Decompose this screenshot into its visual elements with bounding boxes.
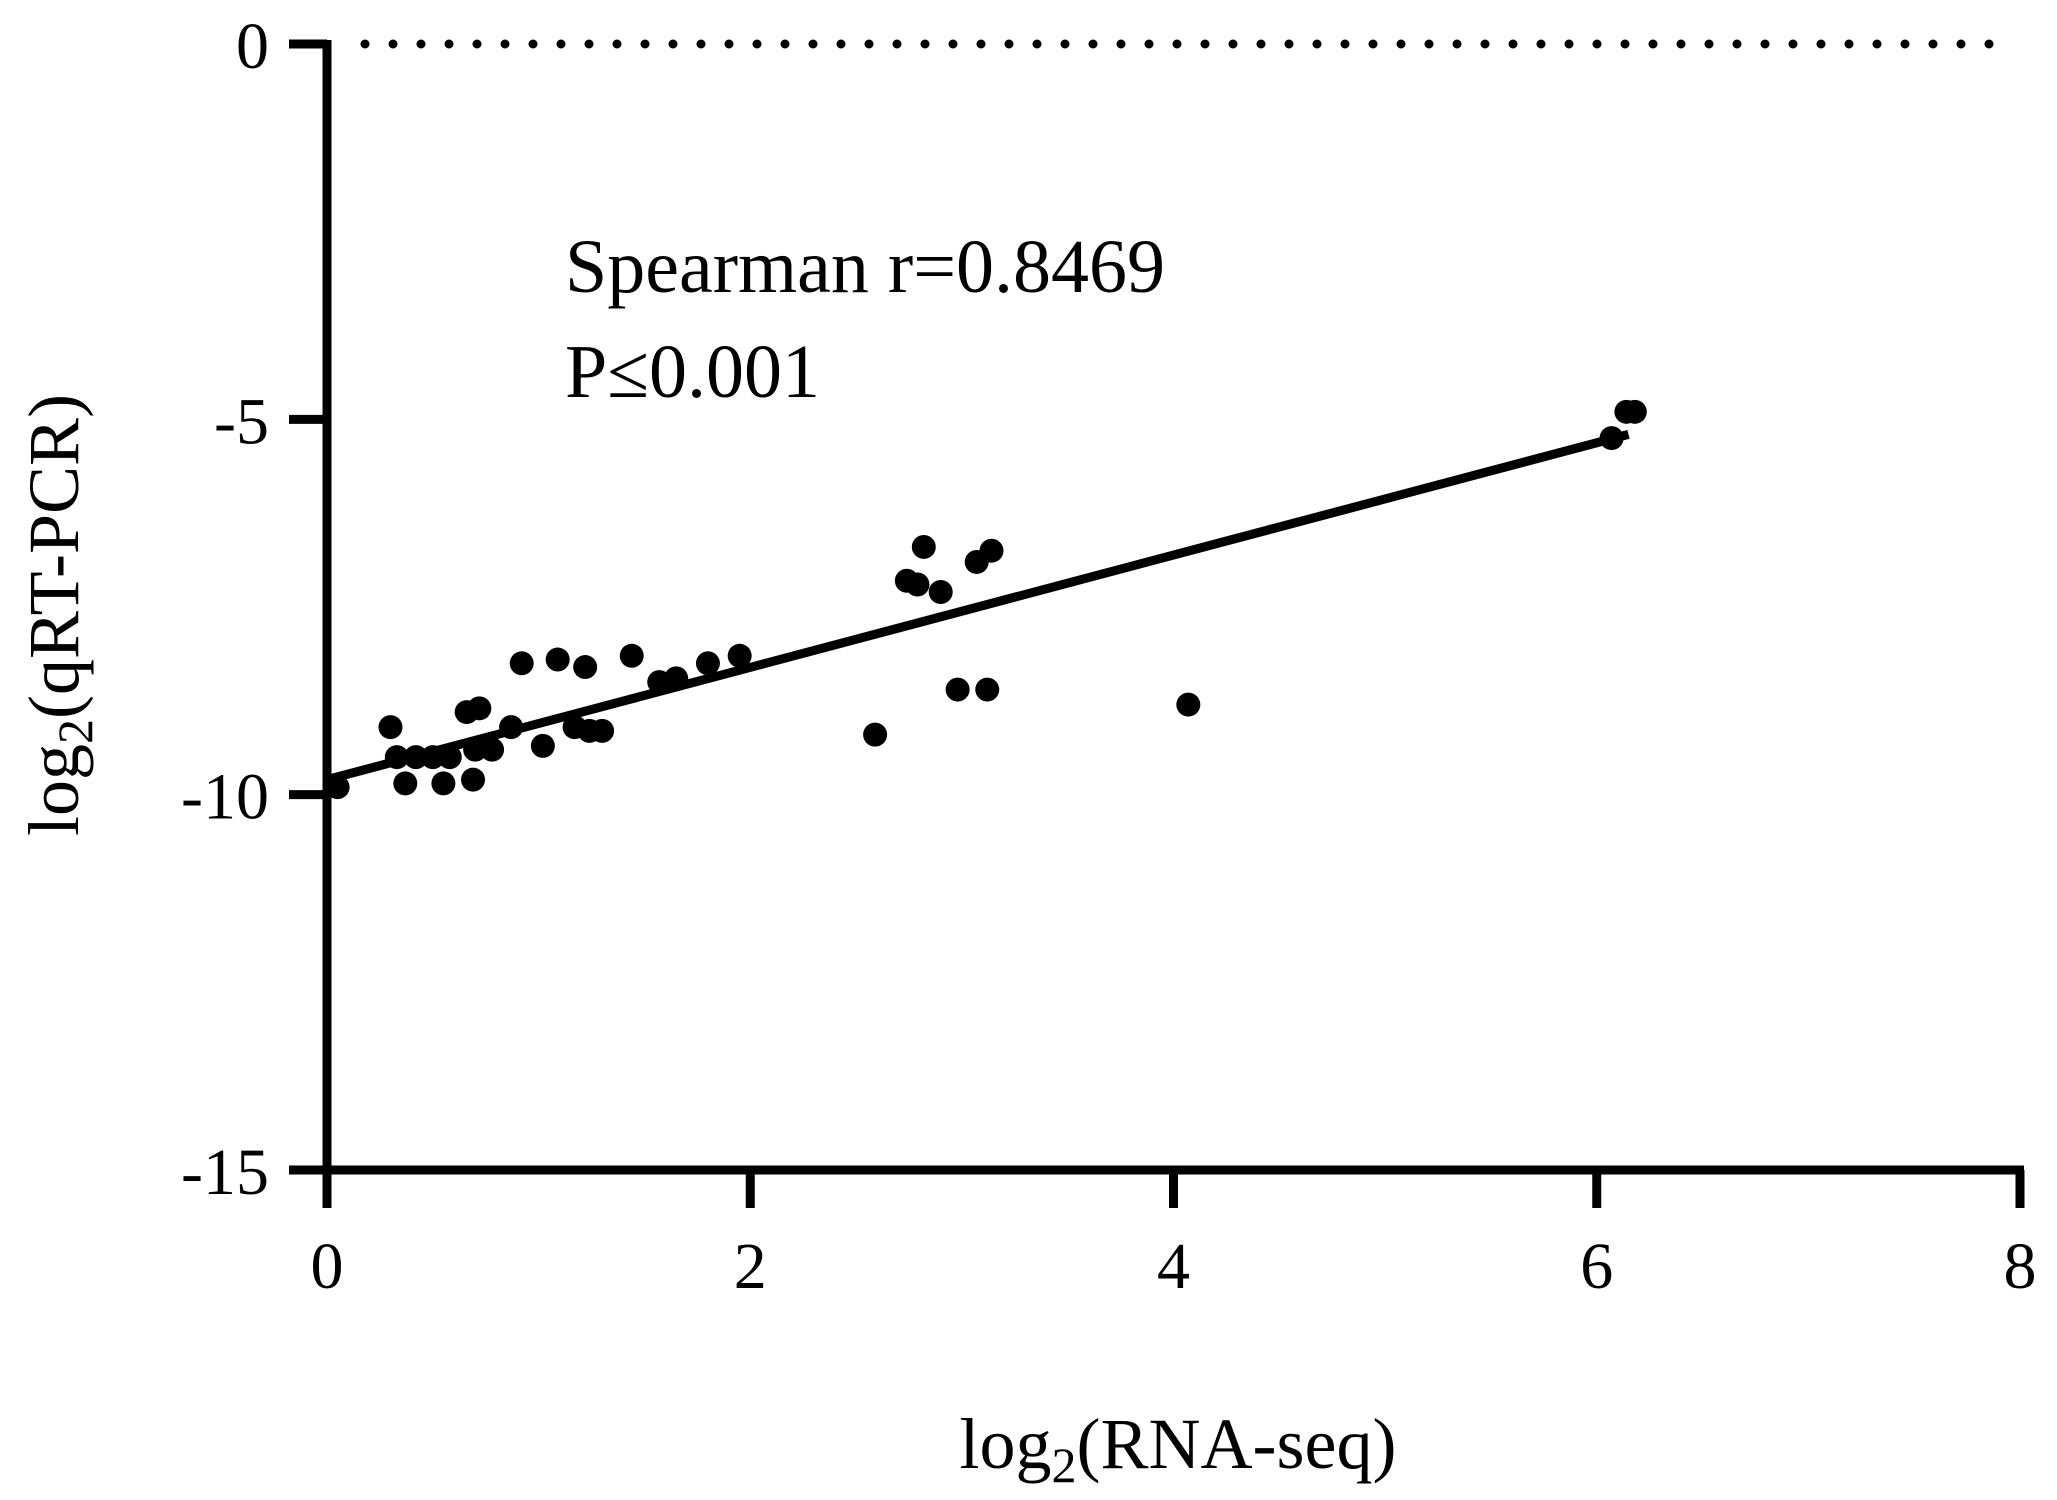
data-point	[590, 718, 615, 743]
x-tick-label: 6	[1580, 1230, 1613, 1303]
data-point	[1176, 692, 1201, 717]
data-point	[911, 534, 936, 559]
y-axis-title-subscript: 2	[47, 719, 103, 744]
y-axis-title-log: log	[14, 744, 94, 836]
x-axis-title-subscript: 2	[1052, 1437, 1077, 1493]
data-point	[461, 767, 486, 792]
data-point	[573, 655, 598, 680]
y-tick-label: -10	[181, 761, 269, 834]
y-axis-title-rest: (qRT-PCR)	[14, 394, 94, 719]
data-point	[727, 643, 752, 668]
x-axis-title-rest: (RNA-seq)	[1077, 1404, 1397, 1484]
data-point	[378, 715, 403, 740]
data-point	[431, 771, 456, 796]
data-point	[545, 647, 570, 672]
y-tick-label: -15	[181, 1136, 269, 1209]
x-axis-title-log: log	[960, 1404, 1052, 1484]
annotation-spearman: Spearman r=0.8469	[565, 225, 1165, 309]
data-point	[945, 677, 970, 702]
x-axis-title: log2(RNA-seq)	[960, 1404, 1397, 1493]
data-point	[1622, 399, 1647, 424]
y-tick-label: 0	[236, 10, 269, 83]
data-point	[695, 651, 720, 676]
data-point	[509, 651, 534, 676]
x-tick-label: 8	[2004, 1230, 2037, 1303]
x-tick-label: 2	[734, 1230, 767, 1303]
y-axis-title: log2(qRT-PCR)	[14, 394, 103, 836]
regression-line	[325, 429, 1630, 785]
y-tick-label: -5	[214, 385, 269, 458]
data-point	[393, 771, 418, 796]
data-point	[928, 579, 953, 604]
data-point	[979, 538, 1004, 563]
data-point	[975, 677, 1000, 702]
data-point	[480, 737, 505, 762]
data-point	[530, 733, 555, 758]
x-tick-label: 4	[1157, 1230, 1190, 1303]
data-point	[467, 696, 492, 721]
x-tick-label: 0	[311, 1230, 344, 1303]
data-point	[619, 643, 644, 668]
data-point	[905, 572, 930, 597]
annotation-p-value: P≤0.001	[565, 330, 820, 414]
data-point	[863, 722, 888, 747]
